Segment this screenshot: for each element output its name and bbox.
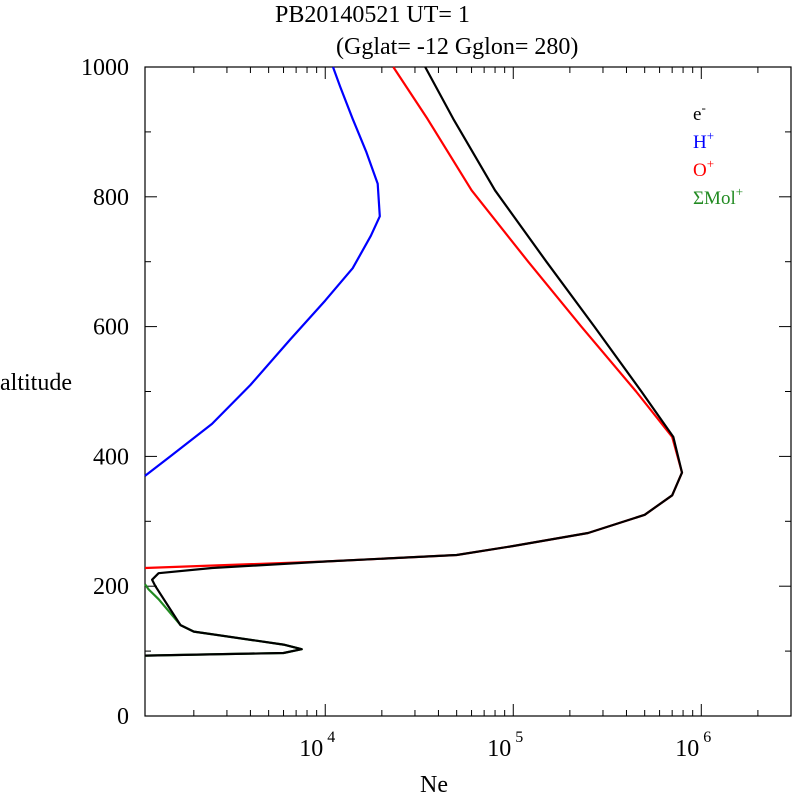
x-axis-label: Ne — [420, 772, 448, 796]
series-line-o — [144, 66, 684, 570]
legend-entry: H+ — [693, 128, 714, 153]
series-line-h — [144, 66, 381, 477]
y-axis-label: altitude — [0, 370, 72, 396]
x-tick-label: 10 — [675, 736, 699, 762]
legend-entry: O+ — [693, 156, 714, 181]
y-tick-label: 800 — [93, 185, 129, 211]
x-tick-exponent: 4 — [327, 729, 335, 746]
chart-title: PB20140521 UT= 1 — [275, 2, 470, 28]
y-tick-label: 600 — [93, 315, 129, 341]
y-tick-label: 0 — [117, 704, 129, 730]
x-tick-label: 10 — [487, 736, 511, 762]
x-tick-exponent: 6 — [703, 729, 711, 746]
legend: e- H+ O+ ΣMol+ — [693, 100, 743, 209]
legend-entry: ΣMol+ — [693, 184, 743, 209]
y-tick-label: 200 — [93, 574, 129, 600]
chart-subtitle: (Gglat= -12 Gglon= 280) — [336, 34, 578, 60]
series-line-e — [144, 66, 684, 657]
x-tick-label: 10 — [299, 736, 323, 762]
series-group — [144, 66, 684, 657]
y-tick-label: 400 — [93, 444, 129, 470]
legend-entry: e- — [693, 100, 706, 125]
y-tick-label: 1000 — [81, 55, 129, 81]
x-tick-exponent: 5 — [515, 729, 523, 746]
